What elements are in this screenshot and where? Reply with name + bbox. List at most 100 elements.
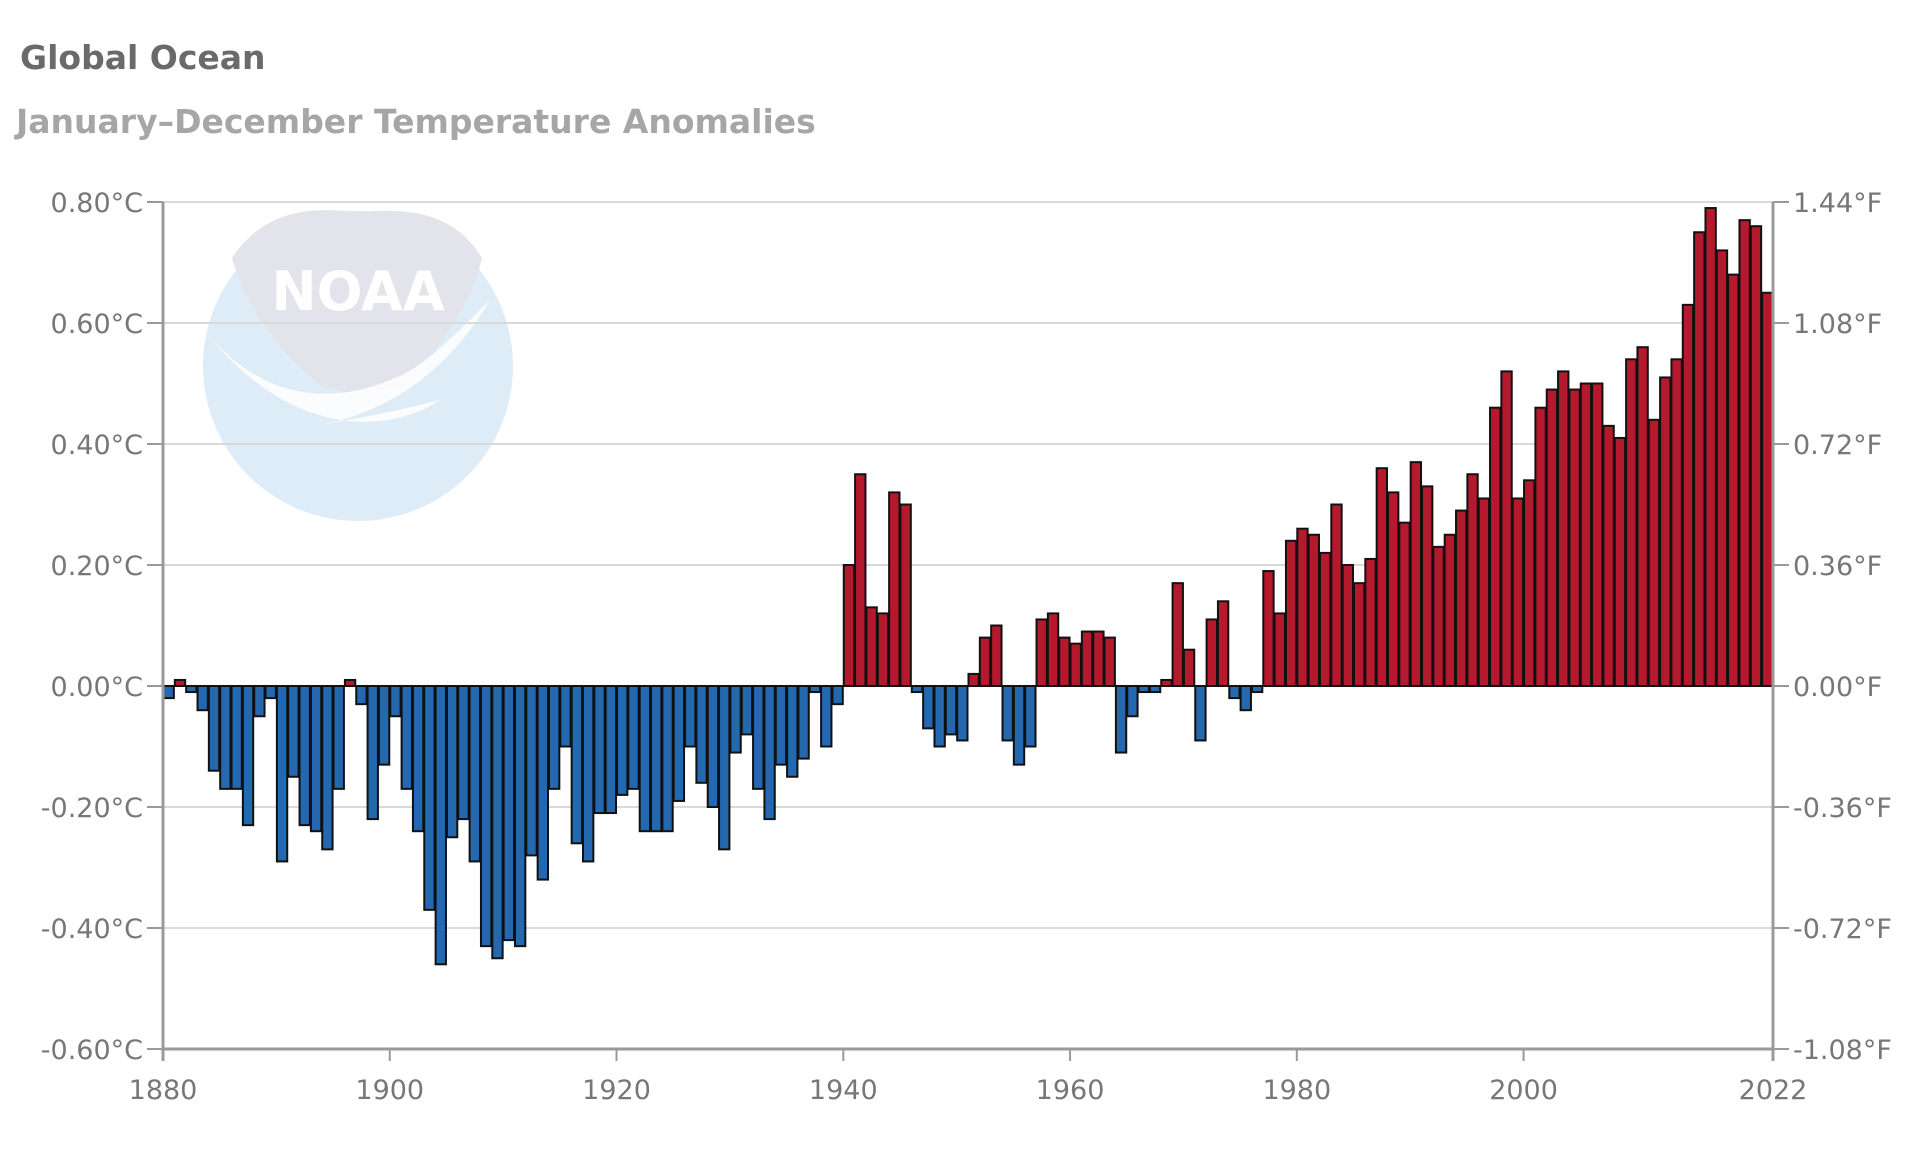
bar-1903 [423,685,436,911]
bar-1892 [298,685,311,827]
x-tick-label: 1920 [582,1075,651,1106]
bar-2001 [1534,406,1547,687]
bar-1954 [1001,685,1014,742]
bar-1915 [559,685,572,748]
bar-2002 [1545,388,1559,687]
bar-1893 [309,685,323,833]
bar-1963 [1103,636,1116,687]
bar-1934 [774,685,788,766]
bar-1955 [1012,685,1026,766]
bar-1936 [797,685,810,760]
bar-2014 [1681,303,1695,687]
bar-1978 [1273,612,1286,688]
bar-1966 [1137,685,1150,694]
bar-1952 [978,636,992,687]
bar-2015 [1693,231,1706,687]
bar-1944 [888,491,901,687]
bar-1974 [1228,685,1241,700]
bar-1888 [253,685,266,718]
bar-2020 [1749,225,1763,687]
bar-1953 [990,624,1003,687]
bar-1914 [547,685,561,790]
bar-1923 [650,685,663,833]
bar-1927 [695,685,708,784]
bar-1933 [763,685,776,821]
bar-2000 [1523,479,1536,687]
bar-2016 [1704,207,1717,688]
bar-1985 [1352,582,1366,688]
bar-1996 [1477,497,1491,688]
bar-1931 [740,685,754,736]
bar-1891 [287,685,300,778]
bar-1938 [820,685,833,748]
bar-1919 [604,685,618,815]
bar-1967 [1148,685,1162,694]
bar-1995 [1466,473,1479,687]
bar-2009 [1625,358,1638,687]
bar-1908 [479,685,493,948]
bar-2005 [1579,382,1593,687]
x-tick-label: 2022 [1739,1075,1808,1106]
bar-1916 [570,685,584,845]
bar-1940 [842,564,856,687]
bar-1947 [922,685,935,730]
bar-1906 [457,685,470,821]
bar-2004 [1568,388,1581,687]
bar-1969 [1171,582,1184,688]
bar-1924 [661,685,674,833]
bar-1941 [854,473,867,687]
bar-1897 [355,685,368,706]
y-tick-label: 0.20°C [51,551,143,582]
bar-1937 [808,685,822,694]
bar-1896 [343,678,357,688]
bar-1884 [207,685,221,772]
bar-1907 [468,685,481,863]
bar-2013 [1670,358,1683,687]
y-tick-label: -0.60°C [41,1035,143,1066]
bar-2012 [1659,376,1672,687]
bar-2021 [1761,291,1774,687]
bar-1951 [967,672,980,688]
bar-1986 [1364,557,1377,688]
bar-1964 [1114,685,1128,754]
bar-2011 [1647,418,1661,687]
bar-1984 [1341,564,1354,687]
bar-1895 [332,685,345,790]
bar-1942 [865,606,878,687]
bar-1991 [1421,485,1434,687]
bar-1913 [536,685,549,881]
bar-1890 [275,685,289,863]
bar-1980 [1296,527,1309,688]
bar-2006 [1591,382,1604,687]
bar-1983 [1330,503,1343,687]
noaa-watermark-text: NOAA [271,260,444,323]
bar-1939 [831,685,844,706]
bar-1880 [162,685,175,700]
bar-1993 [1443,533,1457,687]
bar-1900 [389,685,402,718]
bar-1911 [513,685,527,948]
bar-1981 [1307,533,1320,687]
bar-1928 [706,685,720,808]
bar-2018 [1727,273,1740,687]
x-tick-label: 1880 [129,1075,198,1106]
bar-1960 [1069,642,1082,688]
bar-1994 [1455,509,1468,687]
y2-tick-label: 1.08°F [1793,309,1882,340]
bar-2007 [1602,424,1615,687]
bar-1997 [1489,406,1502,687]
x-tick-label: 2000 [1489,1075,1558,1106]
bar-1959 [1058,636,1071,687]
bar-1898 [366,685,379,821]
y2-tick-label: 0.00°F [1793,672,1882,703]
bar-1988 [1387,491,1400,687]
bar-1899 [377,685,391,766]
y-tick-label: 0.60°C [51,309,143,340]
bar-2019 [1738,219,1751,687]
bar-1882 [185,685,198,694]
x-tick-label: 1980 [1262,1075,1331,1106]
bar-1912 [525,685,538,857]
bar-1885 [219,685,232,790]
bar-1930 [729,685,742,754]
